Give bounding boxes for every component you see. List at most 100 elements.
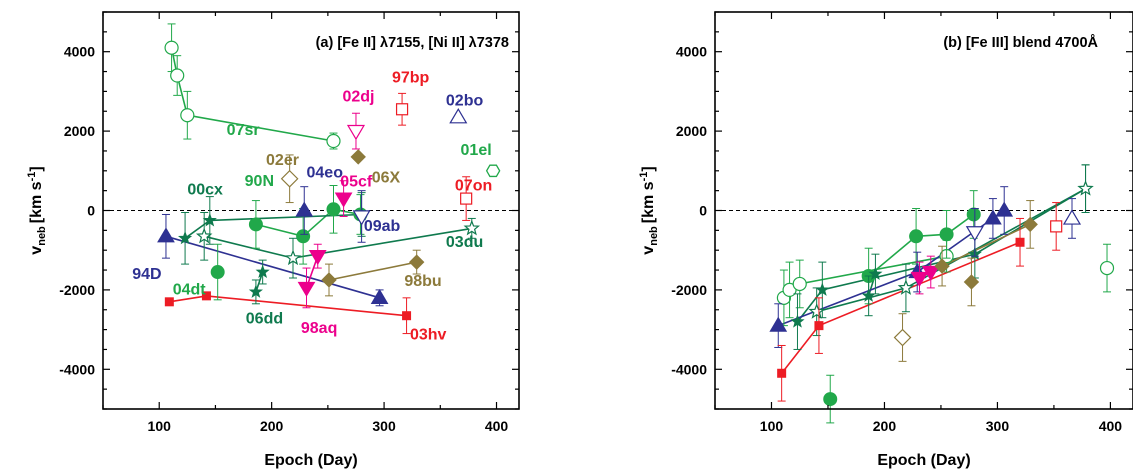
data-point-01el bbox=[485, 164, 501, 178]
y-axis-title: vneb[km s-1] bbox=[638, 166, 660, 254]
data-point-03hv bbox=[201, 291, 211, 301]
data-point-07sr bbox=[164, 40, 179, 55]
sn-label-07sr: 07sr bbox=[227, 122, 260, 139]
sn-label-04dt: 04dt bbox=[173, 282, 207, 299]
data-point-90N bbox=[939, 227, 954, 242]
sn-label-02dj: 02dj bbox=[342, 88, 374, 105]
y-tick-label: -4000 bbox=[671, 361, 707, 377]
x-tick-label: 100 bbox=[148, 418, 172, 434]
data-point-02bo bbox=[449, 108, 468, 124]
sn-label-98aq: 98aq bbox=[301, 320, 337, 337]
data-point-03du bbox=[1077, 179, 1094, 196]
data-point-90N bbox=[909, 229, 924, 244]
data-point-07on bbox=[1050, 220, 1063, 233]
data-point-07sr bbox=[170, 68, 185, 83]
sn-label-02bo: 02bo bbox=[446, 93, 484, 110]
data-point-03du bbox=[897, 279, 915, 295]
y-tick-label: 4000 bbox=[64, 44, 95, 60]
y-tick-label: 0 bbox=[87, 203, 95, 219]
data-point-98aq bbox=[910, 271, 929, 287]
data-point-04eo bbox=[295, 201, 314, 217]
data-point-03du bbox=[463, 219, 481, 236]
series-line-03du bbox=[816, 187, 1086, 313]
data-point-03hv bbox=[1015, 237, 1025, 247]
data-point-90N bbox=[296, 229, 311, 244]
data-point-06dd bbox=[868, 266, 883, 281]
data-point-00cx bbox=[177, 230, 193, 245]
sn-label-01el: 01el bbox=[461, 142, 492, 159]
sn-label-03du: 03du bbox=[446, 234, 483, 251]
x-tick-label: 200 bbox=[260, 418, 284, 434]
panel-title: (a) [Fe II] λ7155, [Ni II] λ7378 bbox=[316, 35, 509, 51]
data-point-97bp bbox=[395, 103, 409, 116]
data-point-07on bbox=[460, 192, 473, 205]
data-point-06dd bbox=[255, 264, 270, 279]
y-tick-label: 2000 bbox=[676, 123, 707, 139]
plot-frame bbox=[714, 11, 1133, 410]
data-point-98aq bbox=[921, 265, 940, 282]
data-point-02bo bbox=[1062, 209, 1082, 225]
series-line-98bu bbox=[328, 261, 417, 281]
series-line-94D bbox=[165, 235, 380, 299]
data-point-09ab bbox=[965, 226, 984, 242]
data-point-06X bbox=[350, 149, 366, 165]
x-tick-label: 400 bbox=[1099, 418, 1123, 434]
data-point-98bu bbox=[408, 254, 425, 270]
data-point-03du bbox=[808, 303, 825, 319]
data-point-03du bbox=[195, 227, 213, 244]
sn-label-97bp: 97bp bbox=[392, 69, 430, 86]
x-tick-label: 200 bbox=[873, 418, 897, 434]
panel-b: -4000 -2000 0 2000 4000 100 200 300 400 Epoch (Da… bbox=[638, 11, 1133, 469]
data-point-94D bbox=[370, 288, 389, 304]
data-point-98bu bbox=[934, 258, 950, 274]
data-point-00cx bbox=[202, 212, 217, 227]
sn-label-05cf: 05cf bbox=[340, 174, 373, 191]
data-point-98aq bbox=[308, 250, 327, 266]
x-axis-title: Epoch (Day) bbox=[264, 452, 357, 469]
data-point-06dd bbox=[248, 284, 263, 298]
data-point-04dt bbox=[823, 392, 838, 407]
data-point-03hv bbox=[777, 368, 787, 378]
data-point-03du bbox=[284, 249, 302, 266]
data-point-90N bbox=[326, 202, 341, 217]
panel-a: 07sr 02er 00cx 90N 04eo 02dj 97bp 02bo 06X 01el 05… bbox=[26, 11, 520, 469]
data-point-05cf bbox=[334, 192, 353, 208]
y-axis-title: vneb[km s-1] bbox=[26, 166, 48, 254]
y-tick-label: 2000 bbox=[64, 123, 95, 139]
y-tick-label: -2000 bbox=[671, 282, 707, 298]
data-point-03hv bbox=[164, 297, 174, 307]
data-point-94D bbox=[157, 227, 175, 243]
y-tick-label: 0 bbox=[699, 203, 707, 219]
data-point-00cx bbox=[790, 314, 805, 328]
y-tick-label: 4000 bbox=[676, 44, 707, 60]
data-point-07sr bbox=[792, 276, 807, 292]
y-tick-label: -2000 bbox=[59, 282, 95, 298]
data-point-98aq bbox=[297, 281, 316, 297]
data-point-94D bbox=[769, 316, 788, 332]
series-line-07sr bbox=[170, 47, 334, 142]
series-line-98bu bbox=[941, 223, 1031, 267]
sn-label-06X: 06X bbox=[372, 170, 401, 187]
data-point-03hv bbox=[402, 311, 412, 321]
data-point-98bu bbox=[1022, 216, 1038, 233]
sn-label-07on: 07on bbox=[455, 178, 492, 195]
data-point-90N bbox=[248, 217, 263, 232]
data-point-04dt bbox=[210, 265, 225, 280]
data-point-02er bbox=[280, 169, 299, 188]
sn-label-90N: 90N bbox=[245, 173, 274, 190]
series-line-90N bbox=[255, 208, 361, 238]
data-point-02dj bbox=[346, 124, 366, 141]
data-point-06X bbox=[963, 274, 980, 290]
data-point-07sr bbox=[180, 108, 195, 123]
x-tick-label: 300 bbox=[372, 418, 396, 434]
data-point-09ab bbox=[352, 210, 371, 226]
series-line-03du bbox=[204, 227, 472, 259]
data-point-03hv bbox=[814, 321, 824, 331]
sn-label-04eo: 04eo bbox=[307, 165, 344, 182]
sn-label-03hv: 03hv bbox=[410, 327, 447, 344]
sn-label-94D: 94D bbox=[132, 266, 161, 283]
sn-label-06dd: 06dd bbox=[246, 311, 283, 328]
x-tick-label: 100 bbox=[760, 418, 784, 434]
sn-label-98bu: 98bu bbox=[404, 273, 441, 290]
